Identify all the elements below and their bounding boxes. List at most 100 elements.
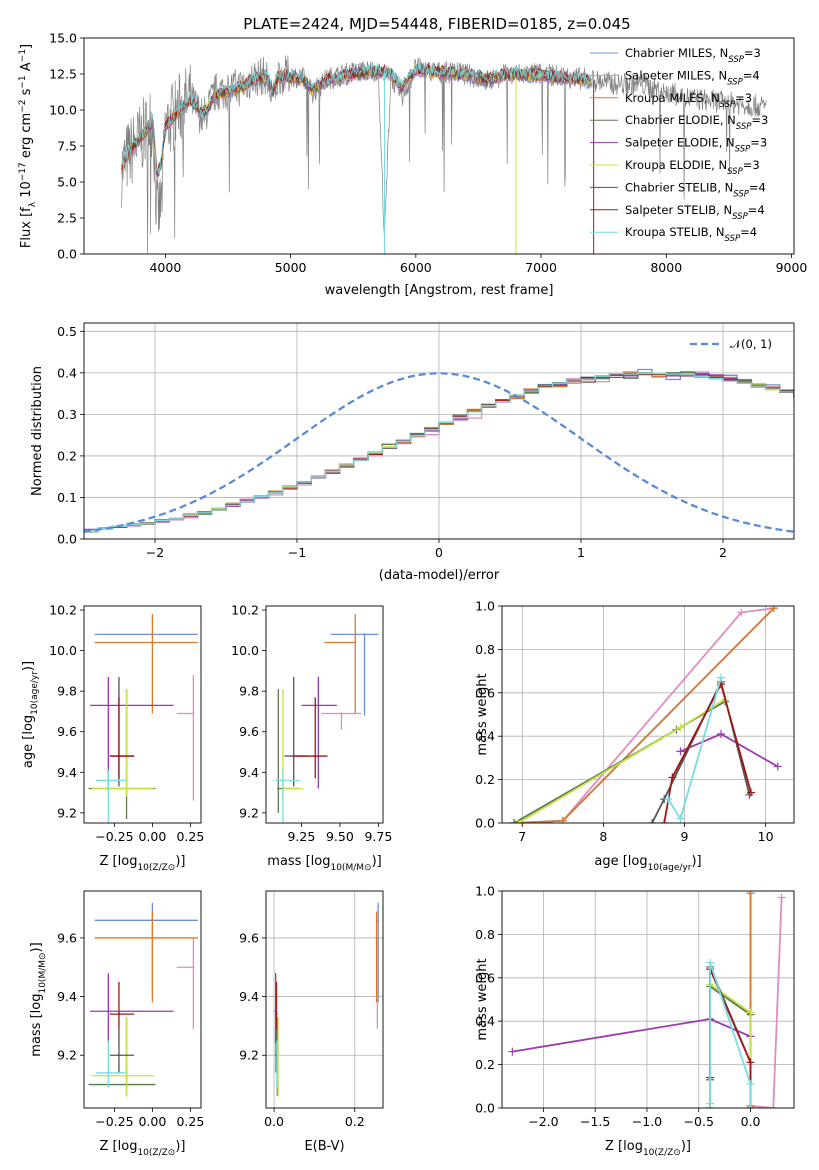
point-kroupa-stelib — [107, 779, 110, 782]
ticks-age-vs-mass: 9.25 9.50 9.75 9.2 9.4 9.6 9.8 10.0 10.2 — [231, 603, 392, 844]
marker-kroupa-stelib — [746, 1104, 755, 1108]
x-tick-label: 0.25 — [176, 1114, 204, 1129]
hist-kroupa-stelib — [84, 372, 794, 531]
plot-area-spectrum — [121, 55, 767, 254]
point-salpeter-stelib — [117, 1013, 121, 1016]
point-chabrier-elodie — [277, 787, 280, 790]
y-tick-label: 9.4 — [239, 765, 259, 780]
axes-frame-weight-vs-Z — [501, 890, 795, 1109]
y-tick-label: 9.4 — [239, 989, 259, 1004]
x-tick-label: −1 — [288, 545, 306, 560]
y-tick-label: 10.0 — [49, 643, 77, 658]
y-tick-label: 9.6 — [239, 930, 259, 945]
point-kroupa-miles — [151, 641, 154, 644]
axis-label-part: 10 — [19, 181, 34, 202]
axis-label-part: mass [log — [267, 854, 330, 869]
axis-label-part: )] — [21, 661, 36, 671]
point-chabrier-miles — [377, 919, 380, 922]
axis-label-part: −1 — [18, 49, 28, 62]
marker-kroupa-stelib — [706, 958, 715, 967]
y-tick-label: 0.0 — [57, 532, 77, 547]
axis-label-part: 10(M/M⊙ — [330, 863, 371, 873]
axis-label-part: A — [19, 62, 34, 75]
x-tick-label: 9000 — [776, 260, 808, 275]
x-tick-label: 9.25 — [287, 829, 315, 844]
x-axis-label-weight-vs-Z: Z [log10(Z/Z⊙)] — [605, 1139, 691, 1158]
ticks-age-vs-Z: −0.25 0.00 0.25 9.2 9.4 9.6 9.8 10.0 10.2 — [49, 603, 204, 844]
plot-area-age-vs-Z — [88, 614, 198, 823]
marker-salpeter-stelib — [668, 773, 677, 782]
x-tick-label: −2.0 — [528, 1114, 558, 1129]
legend-label-sub: SSP — [733, 189, 749, 199]
axis-label-part: Z [log — [100, 1139, 138, 1154]
ticks-mass-vs-Z: −0.25 0.00 0.25 9.2 9.4 9.6 — [57, 930, 204, 1129]
legend-label-sub: SSP — [735, 145, 751, 155]
y-tick-label: 5.0 — [57, 175, 77, 190]
legend-label-sub: SSP — [720, 100, 736, 110]
x-tick-label: −0.25 — [95, 829, 133, 844]
plot-area-mass-vs-EBV — [274, 902, 380, 1097]
y-tick-label: 0.4 — [57, 365, 77, 380]
x-tick-label: 9.75 — [364, 829, 392, 844]
marker-salpeter-miles — [777, 893, 786, 902]
x-axis-label-weight-vs-age: age [log10(age/yr)] — [594, 854, 701, 873]
axes-frame-age-vs-mass — [265, 605, 384, 824]
point-kroupa-stelib — [107, 1071, 110, 1074]
legend-label-count: =3 — [743, 158, 760, 172]
point-kroupa-stelib — [275, 1071, 278, 1074]
y-tick-label: 9.8 — [239, 684, 259, 699]
point-salpeter-stelib — [314, 754, 317, 758]
point-salpeter-elodie — [107, 1010, 110, 1013]
marker-salpeter-elodie — [773, 762, 782, 771]
grid-weight-vs-Z — [502, 890, 794, 1109]
marker-salpeter-miles — [769, 1104, 778, 1108]
legend-label-normal: 𝒩(0, 1) — [730, 337, 772, 351]
grid-mass-vs-EBV — [266, 891, 383, 1108]
normal-curve — [84, 372, 794, 533]
plot-area-residuals — [84, 368, 794, 533]
axis-label-part: )] — [691, 854, 701, 869]
y-tick-label: 9.2 — [239, 1048, 259, 1063]
marker-kroupa-stelib — [706, 1099, 715, 1108]
y-tick-label: 0.8 — [475, 927, 495, 942]
y-tick-label: 0.6 — [475, 685, 495, 700]
axis-label-part: erg cm — [19, 113, 34, 162]
marker-salpeter-elodie — [717, 730, 725, 739]
y-tick-label: 1.0 — [475, 884, 495, 899]
axis-label-part: mass [log — [29, 994, 44, 1057]
legend-label-sub: SSP — [736, 122, 752, 132]
x-axis-label-age-vs-Z: Z [log10(Z/Z⊙)] — [100, 854, 186, 873]
x-tick-label: −0.5 — [684, 1114, 714, 1129]
figure-title: PLATE=2424, MJD=54448, FIBERID=0185, z=0… — [243, 15, 630, 33]
y-tick-label: 10.0 — [231, 643, 259, 658]
x-tick-label: 9.50 — [326, 829, 354, 844]
y-tick-label: 0.2 — [475, 772, 495, 787]
axis-label-part: 10(Z/Z⊙ — [643, 1148, 681, 1158]
y-tick-label: 10.2 — [49, 603, 77, 618]
marker-salpeter-elodie — [676, 747, 685, 756]
y-tick-label: 9.2 — [239, 805, 259, 820]
axis-label-part: Flux [f — [19, 207, 34, 248]
axis-label-part: E(B-V) — [304, 1139, 344, 1154]
axis-label-part: ] — [19, 44, 34, 49]
plot-area-weight-vs-Z — [508, 891, 786, 1108]
axis-label-part: age [log — [594, 854, 647, 869]
x-tick-label: 9 — [681, 829, 689, 844]
y-axis-label-age-vs-Z: age [log10(age/yr)] — [21, 661, 40, 768]
y-axis-label-weight-vs-Z: mass weight — [475, 958, 490, 1040]
marker-kroupa-stelib — [717, 673, 725, 682]
x-axis-label-age-vs-mass: mass [log10(M/M⊙)] — [267, 854, 381, 873]
axis-label-part: age [log — [21, 715, 36, 768]
marker-chabrier-stelib — [648, 819, 657, 823]
plot-area-age-vs-mass — [275, 614, 379, 823]
axis-label-part: mass weight — [475, 673, 490, 755]
x-tick-label: 1 — [577, 545, 585, 560]
axes-frame-weight-vs-age — [501, 605, 795, 824]
ticks-mass-vs-EBV: 0.0 0.2 9.2 9.4 9.6 — [239, 930, 365, 1129]
x-tick-label: −0.25 — [95, 1114, 133, 1129]
y-tick-label: 0.4 — [475, 729, 495, 744]
marker-salpeter-stelib — [660, 819, 669, 823]
y-tick-label: 9.4 — [57, 765, 77, 780]
